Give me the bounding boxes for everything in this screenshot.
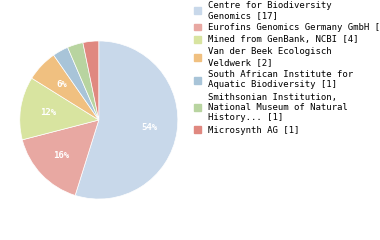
Wedge shape — [20, 78, 99, 140]
Text: 12%: 12% — [40, 108, 56, 117]
Text: 6%: 6% — [56, 80, 67, 89]
Wedge shape — [83, 41, 99, 120]
Legend: Centre for Biodiversity
Genomics [17], Eurofins Genomics Germany GmbH [5], Mined: Centre for Biodiversity Genomics [17], E… — [193, 0, 380, 135]
Wedge shape — [75, 41, 178, 199]
Wedge shape — [22, 120, 99, 195]
Wedge shape — [32, 55, 99, 120]
Text: 16%: 16% — [54, 151, 70, 160]
Text: 54%: 54% — [141, 123, 158, 132]
Wedge shape — [54, 47, 99, 120]
Wedge shape — [68, 42, 99, 120]
